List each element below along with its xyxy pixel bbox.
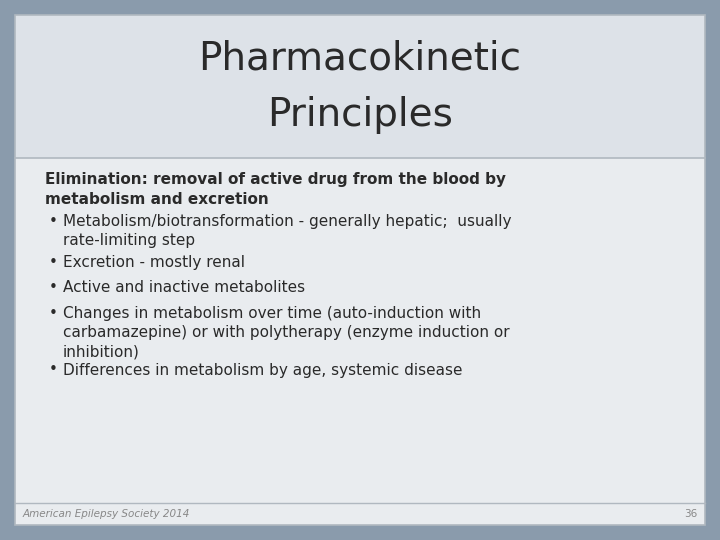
Text: Metabolism/biotransformation - generally hepatic;  usually
rate-limiting step: Metabolism/biotransformation - generally… [63,214,511,248]
Text: •: • [48,280,58,295]
Text: American Epilepsy Society 2014: American Epilepsy Society 2014 [23,509,190,519]
Bar [15,158,705,503]
Text: Active and inactive metabolites: Active and inactive metabolites [63,280,305,295]
Bar [15,503,705,525]
Bar [15,15,705,158]
Text: •: • [48,306,58,321]
Text: •: • [48,362,58,377]
Text: 36: 36 [684,509,697,519]
Text: •: • [48,255,58,270]
Text: Elimination: removal of active drug from the blood by
metabolism and excretion: Elimination: removal of active drug from… [45,172,506,207]
Text: Pharmacokinetic
Principles: Pharmacokinetic Principles [199,39,521,133]
Text: Changes in metabolism over time (auto-induction with
carbamazepine) or with poly: Changes in metabolism over time (auto-in… [63,306,510,360]
Text: •: • [48,214,58,229]
Text: Excretion - mostly renal: Excretion - mostly renal [63,255,245,270]
Text: Differences in metabolism by age, systemic disease: Differences in metabolism by age, system… [63,362,462,377]
